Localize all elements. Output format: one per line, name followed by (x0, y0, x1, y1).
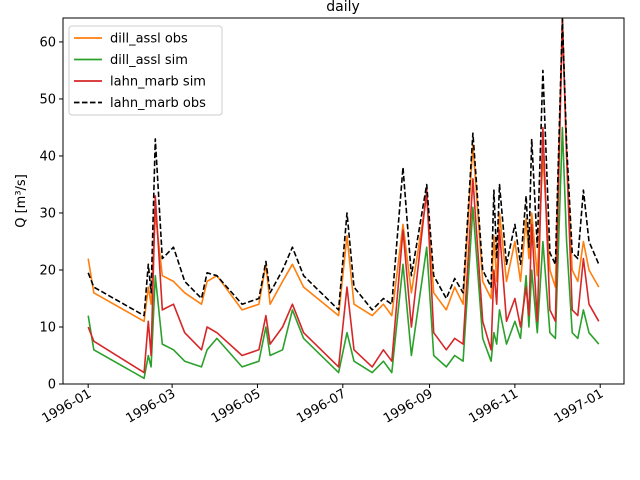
x-tick-label: 1996-11 (466, 386, 521, 426)
x-tick-label: 1996-05 (209, 386, 264, 426)
legend: dill_assl obs dill_assl sim lahn_marb sim l… (68, 25, 223, 116)
legend-entry: dill_assl obs (110, 32, 188, 47)
legend-entry: lahn_marb sim (110, 75, 206, 90)
series-line-lahn-marb-sim (87, 18, 600, 374)
legend-entry: dill_assl sim (110, 53, 188, 68)
y-tick-label: 30 (39, 206, 56, 221)
x-tick-label: 1996-03 (124, 386, 179, 426)
legend-entry: lahn_marb obs (110, 96, 206, 111)
y-tick-label: 50 (39, 92, 56, 107)
legend-box (68, 25, 223, 116)
y-tick-label: 10 (39, 320, 56, 335)
y-tick-label: 60 (39, 35, 56, 50)
x-tick-label: 1996-09 (381, 386, 436, 426)
y-tick-label: 0 (48, 378, 56, 393)
y-tick-label: 20 (39, 263, 56, 278)
x-tick-label: 1997-01 (552, 386, 607, 426)
plot-frame (62, 17, 625, 385)
x-tick-label: 1996-07 (294, 386, 349, 426)
chart-title: daily (326, 0, 360, 15)
series-line-dill-assl-sim (87, 126, 600, 380)
y-axis-label: Q [m³/s] (14, 174, 29, 228)
y-tick-label: 40 (39, 149, 56, 164)
series-line-lahn-marb-obs (87, 18, 600, 317)
